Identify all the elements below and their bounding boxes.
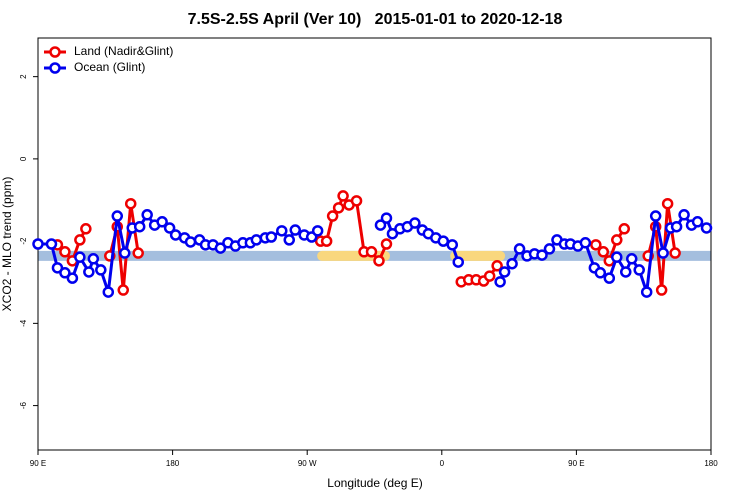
legend-marker [49, 62, 61, 74]
data-point [169, 229, 182, 241]
data-point [326, 210, 339, 222]
data-point [59, 246, 71, 258]
data-point [603, 272, 616, 284]
data-point [670, 220, 683, 233]
y-tick-label: -4 [19, 319, 28, 327]
data-point [111, 210, 124, 222]
data-point [640, 286, 653, 298]
data-point [320, 235, 333, 247]
x-tick-label: 180 [704, 459, 718, 468]
data-point [620, 266, 632, 278]
data-point [133, 220, 146, 233]
data-point [265, 231, 278, 243]
data-point [283, 234, 296, 246]
x-tick-label: 180 [166, 459, 180, 468]
chart-title: 7.5S-2.5S April (Ver 10) 2015-01-01 to 2… [188, 11, 563, 28]
data-point [657, 247, 669, 259]
x-axis-label: Longitude (deg E) [327, 476, 422, 490]
data-point [332, 202, 345, 214]
data-point [409, 217, 421, 229]
data-point [625, 253, 638, 265]
data-point [373, 255, 385, 267]
data-point [141, 209, 153, 221]
data-point [95, 264, 107, 276]
y-tick-label: -6 [19, 401, 28, 409]
data-point [618, 223, 631, 235]
data-point [214, 242, 227, 254]
x-tick-label: 90 W [298, 459, 317, 468]
data-point [483, 270, 496, 282]
data-point [590, 239, 602, 251]
data-point [491, 260, 503, 272]
data-point [543, 243, 556, 255]
data-point [311, 225, 324, 237]
data-point [124, 197, 137, 210]
y-tick-label: 2 [19, 74, 28, 79]
data-point [59, 267, 71, 279]
data-point [350, 195, 363, 207]
data-point [506, 257, 518, 270]
data-point [163, 222, 176, 234]
data-point [365, 246, 378, 258]
data-point [498, 266, 511, 278]
data-point [437, 235, 450, 247]
x-tick-label: 0 [440, 459, 445, 468]
data-point [83, 266, 95, 278]
data-point [594, 267, 607, 279]
data-point [87, 253, 100, 265]
legend-label: Ocean (Glint) [74, 60, 145, 74]
data-point [45, 238, 58, 250]
x-tick-label: 90 E [568, 459, 584, 468]
data-point [51, 262, 64, 274]
data-point [156, 216, 168, 228]
data-point [691, 216, 704, 228]
data-point [74, 234, 86, 246]
data-point [700, 222, 713, 234]
data-point [649, 210, 662, 222]
data-point [250, 234, 263, 246]
x-tick-label: 90 E [30, 459, 46, 468]
data-point [32, 238, 44, 250]
data-point [446, 239, 459, 251]
data-point [633, 264, 645, 276]
data-point [374, 219, 387, 231]
data-point [579, 237, 592, 249]
data-point [66, 272, 79, 284]
data-point [80, 223, 92, 235]
data-point [678, 209, 690, 221]
data-point [597, 246, 610, 258]
data-point [276, 225, 288, 237]
data-point [513, 243, 526, 255]
data-point [132, 247, 144, 259]
data-point [611, 234, 623, 246]
data-point [117, 284, 129, 296]
y-tick-label: -2 [19, 237, 28, 245]
data-point [380, 212, 393, 224]
data-point [386, 227, 399, 240]
data-point [380, 238, 393, 250]
data-point [118, 247, 131, 259]
plot-frame [37, 37, 712, 451]
data-point [655, 284, 668, 296]
y-tick-label: 0 [19, 156, 28, 161]
data-point [452, 256, 465, 268]
data-point [669, 247, 681, 259]
data-point [102, 286, 115, 298]
data-point [661, 197, 674, 210]
data-point [289, 224, 301, 236]
legend-label: Land (Nadir&Glint) [74, 44, 173, 58]
y-axis-label: XCO2 - MLO trend (ppm) [0, 177, 14, 312]
legend-marker [49, 46, 61, 58]
data-point [611, 251, 623, 263]
data-point [337, 190, 349, 202]
data-point [494, 276, 506, 288]
data-point [184, 236, 197, 248]
data-point [536, 249, 548, 261]
data-point [74, 251, 86, 263]
